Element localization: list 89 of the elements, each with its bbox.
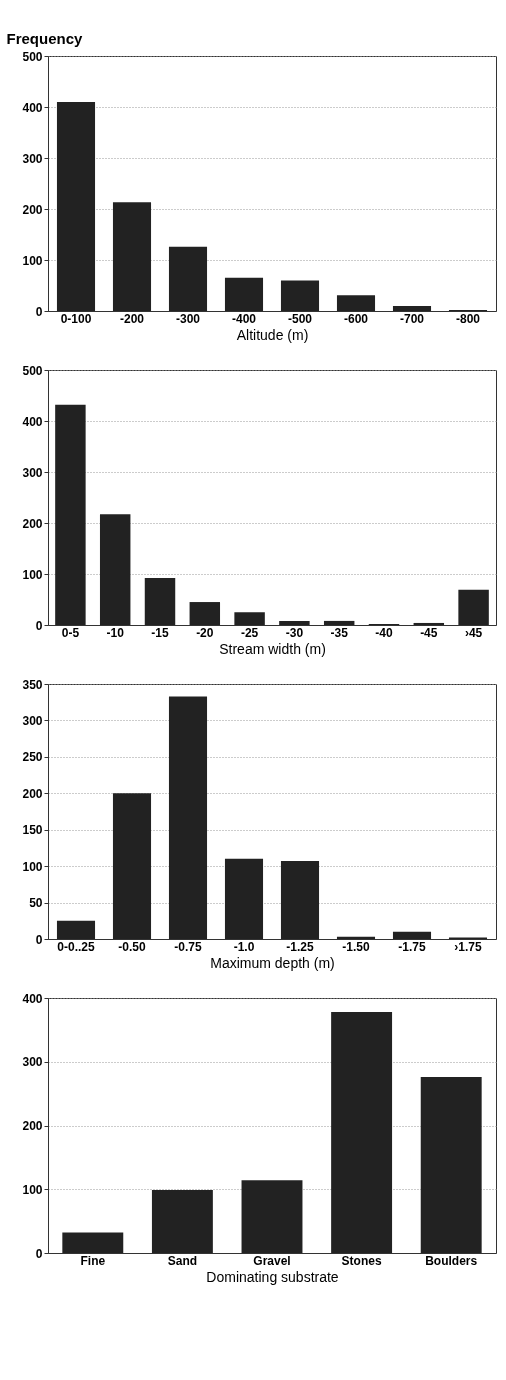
y-axis-title: Frequency [6, 29, 84, 47]
bar [420, 1077, 482, 1253]
y-tick-label: 150 [22, 823, 43, 838]
y-tick-label: 500 [22, 363, 43, 378]
x-tick-label: -15 [151, 625, 169, 640]
x-tick-label: -20 [196, 625, 214, 640]
x-tick-label: Fine [80, 1253, 106, 1268]
bar [56, 101, 96, 311]
y-tick-label: 250 [22, 750, 43, 765]
x-tick-label: ›1.75 [454, 939, 482, 954]
x-tick-label: -35 [330, 625, 349, 640]
x-tick-label: -40 [375, 625, 393, 640]
y-tick-label: 100 [22, 1182, 43, 1197]
x-tick-label: ›45 [464, 625, 483, 640]
x-tick-label: 0-5 [61, 625, 80, 640]
bar [323, 620, 355, 625]
y-tick-label: 400 [22, 100, 43, 115]
x-tick-label: -700 [399, 311, 425, 326]
x-tick-label: Stones [341, 1253, 382, 1268]
y-tick-label: 350 [22, 677, 43, 692]
y-tick-label: 0 [35, 1246, 43, 1261]
y-tick-label: 500 [22, 49, 43, 64]
x-axis-title: Altitude (m) [236, 326, 309, 343]
x-axis-title: Dominating substrate [206, 1268, 339, 1285]
bar [280, 861, 320, 939]
bar [189, 602, 221, 625]
bar [112, 202, 152, 311]
y-tick-label: 200 [22, 786, 43, 801]
x-axis-title: Maximum depth (m) [210, 954, 335, 971]
bar [144, 578, 176, 625]
x-tick-label: -500 [287, 311, 313, 326]
x-tick-label: Gravel [253, 1253, 291, 1268]
bar [99, 514, 131, 625]
x-tick-label: -600 [343, 311, 369, 326]
bar [336, 295, 376, 311]
y-tick-label: 400 [22, 991, 43, 1006]
y-tick-label: 0 [35, 618, 43, 633]
x-tick-label: -1.25 [286, 939, 314, 954]
x-tick-label: -800 [455, 311, 481, 326]
x-tick-label: 0-100 [60, 311, 92, 326]
bar [458, 589, 489, 625]
y-tick-label: 0 [35, 932, 43, 947]
y-tick-label: 200 [22, 516, 43, 531]
x-tick-label: -45 [420, 625, 438, 640]
bar [112, 793, 152, 939]
bar [392, 931, 432, 939]
y-tick-label: 100 [22, 567, 43, 582]
y-tick-label: 200 [22, 202, 43, 217]
bar [55, 404, 86, 625]
x-tick-label: -10 [106, 625, 125, 640]
x-tick-label: Boulders [425, 1253, 478, 1268]
y-tick-label: 300 [22, 465, 43, 480]
bar [392, 305, 432, 311]
bar [224, 858, 264, 939]
bar [234, 612, 265, 625]
x-tick-label: -1.75 [398, 939, 426, 954]
y-tick-label: 100 [22, 859, 43, 874]
y-tick-label: 0 [35, 304, 43, 319]
y-tick-label: 300 [22, 1055, 43, 1070]
x-tick-label: -0.50 [118, 939, 146, 954]
bar [168, 246, 208, 311]
x-tick-label: Sand [167, 1253, 198, 1268]
y-tick-label: 400 [22, 414, 43, 429]
bar [151, 1189, 213, 1253]
x-tick-label: -0.75 [174, 939, 202, 954]
bar [279, 620, 310, 625]
x-tick-label: -30 [285, 625, 304, 640]
y-tick-label: 300 [22, 713, 43, 728]
x-tick-label: -1.50 [342, 939, 370, 954]
x-tick-label: 0-0..25 [57, 939, 96, 954]
x-tick-label: -1.0 [233, 939, 255, 954]
bar [168, 696, 208, 939]
bar [413, 622, 445, 625]
x-tick-label: -300 [175, 311, 201, 326]
bar [331, 1012, 393, 1253]
y-tick-label: 50 [29, 896, 43, 911]
y-tick-label: 200 [22, 1119, 43, 1133]
bar [336, 936, 376, 939]
bar [241, 1180, 303, 1253]
bar [62, 1232, 124, 1253]
x-tick-label: -200 [119, 311, 145, 326]
bar [56, 920, 96, 939]
bar [280, 280, 320, 311]
bar [224, 277, 264, 311]
x-axis-title: Stream width (m) [219, 640, 326, 657]
y-tick-label: 300 [22, 151, 43, 166]
x-tick-label: -400 [231, 311, 257, 326]
y-tick-label: 100 [22, 253, 43, 268]
x-tick-label: -25 [240, 625, 259, 640]
